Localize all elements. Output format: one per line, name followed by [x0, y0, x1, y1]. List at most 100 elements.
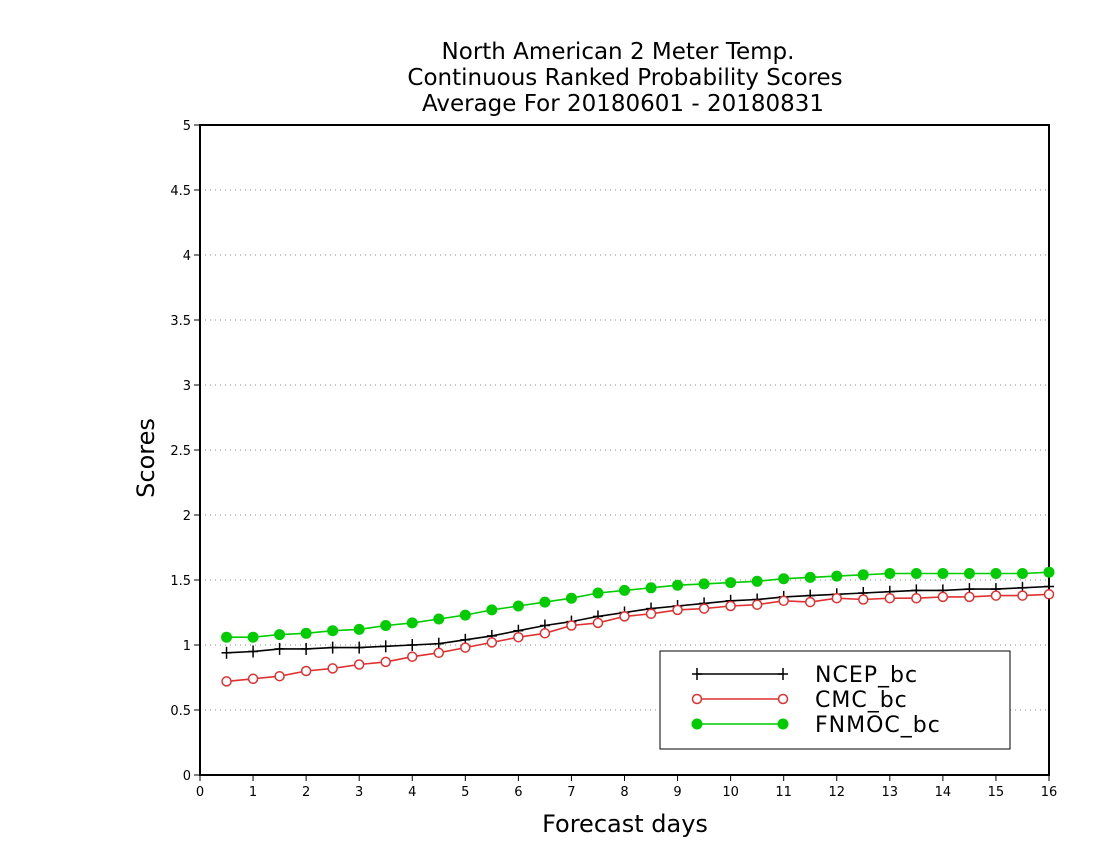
data-point [858, 594, 869, 605]
x-tick-label: 3 [355, 785, 363, 800]
data-point [592, 587, 604, 599]
x-tick-label: 7 [567, 785, 575, 800]
title-line-2: Continuous Ranked Probability Scores [407, 65, 842, 91]
data-point [327, 625, 339, 637]
data-point [778, 595, 789, 607]
data-point [619, 611, 630, 622]
data-point [990, 568, 1002, 579]
data-point [247, 631, 259, 643]
legend-box [659, 650, 1011, 750]
axis-ticks: 00.511.522.533.544.550 1 2 3 4 5 6 7 8 9 10 11 12 13 1… [170, 119, 1057, 800]
data-point [433, 613, 445, 625]
legend-label: NCEP_bc [815, 663, 918, 688]
data-point [619, 584, 630, 596]
data-point [380, 620, 392, 631]
x-tick-label: 5 [461, 785, 469, 800]
data-point [248, 645, 259, 658]
data-point [751, 575, 763, 587]
legend-marker [777, 693, 789, 705]
data-point [406, 617, 418, 629]
y-tick-label: 0 [183, 769, 191, 784]
legend-label: FNMOC_bc [815, 713, 941, 738]
y-tick-label: 3 [183, 379, 191, 394]
y-tick-label: 5 [183, 119, 191, 134]
y-tick-label: 4 [183, 249, 191, 264]
x-tick-label: 2 [302, 785, 310, 800]
data-point [327, 641, 338, 654]
data-point [1043, 566, 1055, 578]
data-point [698, 603, 710, 614]
series-FNMOC_bc [221, 566, 1055, 643]
x-tick-label: 1 [249, 785, 257, 800]
data-point [831, 592, 842, 604]
data-point [301, 642, 312, 655]
y-tick-label: 4.5 [170, 184, 191, 199]
series-NCEP_bc [221, 580, 1054, 659]
data-point [380, 640, 391, 653]
x-tick-label: 12 [828, 785, 845, 800]
title-line-1: North American 2 Meter Temp. [442, 39, 795, 65]
data-point [247, 673, 259, 685]
y-tick-label: 3.5 [170, 314, 191, 329]
title-line-3: Average For 20180601 - 20180831 [422, 91, 824, 117]
data-point [433, 647, 445, 659]
data-point [911, 592, 922, 604]
data-point [459, 609, 471, 621]
x-tick-label: 6 [514, 785, 522, 800]
data-point [460, 642, 471, 653]
data-point [274, 670, 285, 682]
x-tick-label: 0 [196, 785, 204, 800]
y-tick-label: 1 [183, 639, 191, 654]
data-point [672, 604, 683, 616]
legend-entry: CMC_bc [691, 688, 908, 713]
data-point [539, 596, 551, 608]
data-point [566, 620, 577, 631]
data-point [645, 608, 657, 620]
series-CMC_bc [221, 589, 1055, 687]
x-tick-label: 4 [408, 785, 416, 800]
chart-title: North American 2 Meter Temp. Continuous … [407, 39, 842, 117]
data-point [513, 631, 524, 643]
data-point [1017, 590, 1028, 601]
data-point [353, 623, 365, 635]
x-tick-label: 11 [775, 785, 792, 800]
data-point [354, 641, 365, 654]
x-tick-label: 15 [988, 785, 1005, 800]
series-layer [221, 566, 1055, 687]
data-point [725, 600, 736, 612]
data-point [486, 604, 498, 616]
y-axis-label: Scores [132, 418, 160, 498]
y-tick-label: 2 [183, 509, 191, 524]
data-point [884, 568, 896, 579]
y-tick-label: 0.5 [170, 704, 191, 719]
legend-marker [778, 668, 788, 680]
data-point [327, 663, 338, 674]
data-point [221, 646, 232, 659]
y-tick-label: 2.5 [170, 444, 191, 459]
legend-label: CMC_bc [815, 688, 908, 713]
x-tick-label: 9 [673, 785, 681, 800]
data-point [407, 639, 418, 651]
data-point [964, 591, 975, 603]
data-point [804, 596, 816, 608]
data-point [1043, 589, 1055, 600]
data-point [512, 600, 524, 612]
data-point [407, 651, 418, 662]
data-point [804, 571, 816, 583]
legend-entry: NCEP_bc [692, 663, 918, 688]
data-point [353, 659, 365, 670]
data-point [751, 599, 763, 610]
data-point [857, 569, 869, 581]
data-point [831, 570, 843, 582]
data-point [963, 568, 975, 579]
data-point [486, 637, 498, 648]
data-point [672, 579, 684, 591]
data-point [221, 676, 232, 687]
data-point [937, 591, 949, 603]
legend-marker [691, 693, 703, 705]
data-point [910, 568, 922, 579]
data-point [778, 573, 790, 585]
x-tick-label: 14 [935, 785, 952, 800]
data-point [274, 642, 285, 655]
